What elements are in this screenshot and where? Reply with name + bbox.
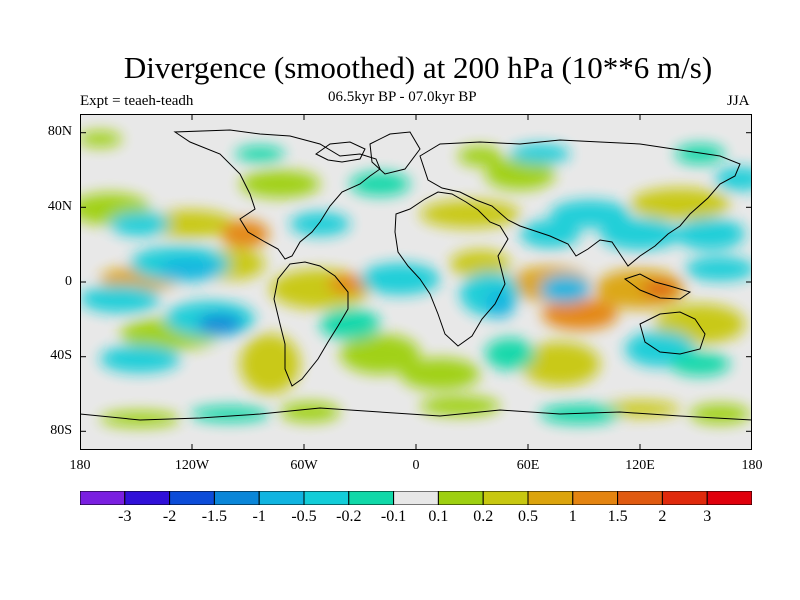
colorbar-swatch — [348, 491, 395, 505]
colorbar-tick-label: 0.5 — [518, 508, 538, 525]
colorbar-tick-label: -0.5 — [291, 508, 317, 525]
colorbar-swatch — [572, 491, 619, 505]
colorbar-tick-label: -3 — [118, 508, 132, 525]
colorbar-tick-label: 2 — [658, 508, 667, 525]
colorbar-tick-label: 3 — [703, 508, 712, 525]
chart-title: Divergence (smoothed) at 200 hPa (10**6 … — [123, 50, 713, 85]
colorbar-tick-label: -2 — [162, 508, 177, 525]
divergence-map — [80, 114, 752, 450]
colorbar-swatch — [124, 491, 171, 505]
colorbar-swatch — [169, 491, 215, 505]
colorbar-swatch — [661, 491, 708, 505]
lon-label-60e: 60E — [516, 458, 540, 473]
colorbar-swatch — [258, 491, 305, 505]
period-label: 06.5kyr BP - 07.0kyr BP — [328, 89, 477, 105]
lat-label-80n: 80N — [47, 124, 72, 139]
colorbar-swatch — [80, 491, 126, 505]
colorbar-swatch — [437, 491, 484, 505]
colorbar-swatch — [393, 491, 439, 505]
colorbar-tick-label: 0.1 — [428, 508, 449, 525]
colorbar-swatch — [213, 491, 260, 505]
lon-label-120e: 120E — [625, 458, 655, 473]
colorbar-swatch — [617, 491, 663, 505]
colorbar-tick-label: -1 — [252, 508, 266, 525]
colorbar-swatch — [482, 491, 529, 505]
axis-ticks — [80, 114, 752, 450]
colorbar-tick-label: -1.5 — [201, 508, 228, 525]
colorbar — [80, 491, 752, 505]
colorbar-tick-label: 1.5 — [607, 508, 628, 525]
colorbar-tick-label: -0.2 — [336, 508, 362, 525]
coastlines — [80, 129, 752, 421]
colorbar-tick-label: 0.2 — [473, 508, 494, 525]
colorbar-tick-label: -0.1 — [380, 508, 407, 525]
colorbar-tick-label: 1 — [568, 508, 577, 525]
colorbar-swatch — [527, 491, 574, 505]
lon-label-180w: 180 — [69, 458, 91, 473]
colorbar-swatch — [706, 491, 752, 505]
lat-label-40n: 40N — [47, 199, 72, 214]
colorbar-swatch — [303, 491, 350, 505]
lon-label-0: 0 — [412, 458, 420, 473]
lon-label-180e: 180 — [741, 458, 763, 473]
lat-label-80s: 80S — [50, 423, 72, 438]
lon-label-120w: 120W — [174, 458, 210, 473]
experiment-label: Expt = teaeh-teadh — [80, 93, 194, 109]
lat-label-40s: 40S — [50, 348, 72, 363]
lat-label-0: 0 — [65, 274, 72, 289]
lon-label-60w: 60W — [290, 458, 318, 473]
season-label: JJA — [727, 93, 750, 109]
